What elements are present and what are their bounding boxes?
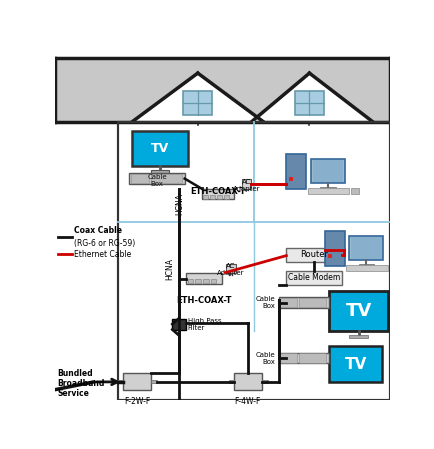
Bar	[129, 173, 185, 184]
Text: HCNA: HCNA	[175, 193, 184, 215]
Bar	[203, 195, 208, 198]
Bar	[359, 264, 374, 267]
Text: Router: Router	[300, 251, 328, 260]
Bar	[123, 374, 151, 390]
Bar	[151, 380, 157, 383]
Text: TV: TV	[345, 357, 367, 372]
Text: Coax Cable: Coax Cable	[74, 226, 122, 235]
Text: Cable
Box: Cable Box	[256, 296, 276, 309]
Bar	[286, 248, 342, 262]
Bar	[242, 180, 251, 189]
Text: (RG-6 or RG-59): (RG-6 or RG-59)	[74, 239, 135, 248]
Bar	[132, 131, 188, 166]
Text: F-4W-F: F-4W-F	[235, 396, 261, 405]
Text: AC
Adapter: AC Adapter	[217, 263, 245, 276]
Bar	[351, 237, 382, 259]
Text: Cable Modem: Cable Modem	[288, 273, 340, 282]
Bar	[188, 279, 193, 283]
Bar	[202, 189, 234, 199]
Bar	[351, 188, 359, 194]
Text: Bundled
Broadband
Service: Bundled Broadband Service	[58, 369, 105, 398]
Bar	[329, 291, 388, 331]
Bar	[280, 353, 297, 363]
Bar	[211, 279, 216, 283]
Bar	[311, 158, 345, 183]
Bar	[234, 374, 262, 390]
Text: TV: TV	[345, 302, 372, 320]
Polygon shape	[56, 58, 390, 122]
Text: F-2W-F: F-2W-F	[124, 396, 150, 405]
Bar	[279, 352, 329, 363]
Text: TV: TV	[151, 142, 169, 155]
Bar	[183, 91, 212, 115]
Text: High Pass
Filter: High Pass Filter	[188, 317, 221, 330]
Bar	[286, 271, 342, 285]
Bar	[349, 335, 368, 338]
Bar	[390, 265, 397, 271]
Bar	[172, 319, 186, 330]
Bar	[118, 122, 390, 400]
Bar	[151, 174, 181, 183]
Bar	[210, 195, 215, 198]
Bar	[186, 273, 222, 284]
Bar	[325, 231, 345, 266]
Text: ETH-COAX-T: ETH-COAX-T	[176, 296, 232, 305]
Bar	[203, 279, 209, 283]
Bar	[224, 195, 229, 198]
Bar	[328, 254, 332, 258]
Text: AC
Adapter: AC Adapter	[233, 179, 260, 192]
Text: Ethernet Cable: Ethernet Cable	[74, 250, 131, 259]
Bar	[280, 298, 297, 307]
Bar	[295, 91, 324, 115]
Bar	[346, 265, 388, 271]
Bar	[299, 298, 326, 307]
Bar	[118, 122, 390, 400]
Bar	[195, 279, 201, 283]
Bar	[229, 380, 234, 383]
Polygon shape	[132, 73, 263, 122]
Bar	[349, 236, 383, 260]
Text: Cable
Box: Cable Box	[147, 174, 167, 187]
Bar	[262, 380, 268, 383]
Bar	[131, 174, 149, 183]
Polygon shape	[252, 73, 372, 122]
Bar	[289, 177, 293, 181]
Bar	[118, 380, 123, 383]
Bar	[151, 170, 169, 173]
Bar	[299, 353, 326, 363]
Text: HCNA: HCNA	[165, 259, 174, 281]
Text: Cable
Box: Cable Box	[256, 352, 276, 365]
Text: ETH-COAX-T: ETH-COAX-T	[190, 187, 246, 196]
Bar	[312, 160, 343, 182]
Bar	[329, 347, 382, 382]
Bar	[217, 195, 222, 198]
Bar	[320, 187, 335, 190]
Bar	[286, 154, 306, 189]
Bar	[308, 188, 349, 194]
Bar	[279, 297, 329, 308]
Bar	[226, 264, 236, 273]
